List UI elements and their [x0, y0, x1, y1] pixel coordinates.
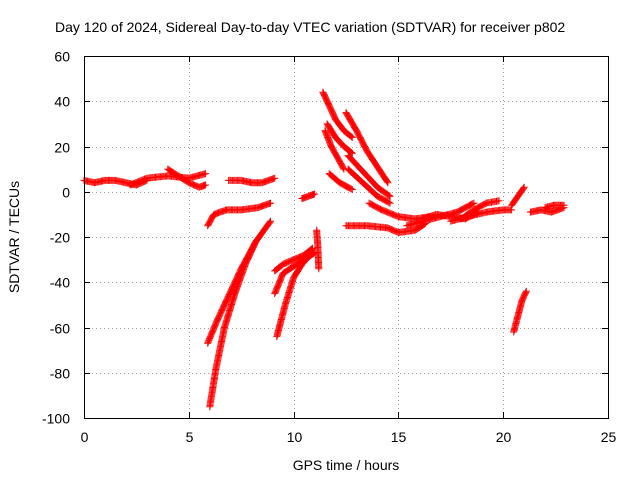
data-point	[384, 179, 392, 187]
series-arc-25	[457, 197, 503, 223]
data-point	[251, 239, 259, 247]
series-arc-3	[164, 165, 210, 191]
series-arc-5	[204, 199, 274, 230]
y-tick-label: -20	[50, 230, 70, 246]
y-tick-label: 60	[54, 49, 70, 65]
data-point	[385, 198, 393, 206]
data-point	[252, 238, 260, 245]
x-tick-label: 0	[81, 429, 89, 445]
data-point	[348, 149, 356, 157]
series-arc-18	[344, 152, 394, 200]
data-point	[347, 185, 355, 193]
chart-title: Day 120 of 2024, Sidereal Day-to-day VTE…	[55, 19, 565, 35]
data-point	[495, 197, 503, 205]
x-tick-label: 5	[186, 429, 194, 445]
series-arc-13	[319, 88, 356, 141]
data-point	[202, 181, 210, 189]
data-point	[522, 288, 530, 296]
data-point	[202, 170, 210, 178]
data-point	[520, 184, 527, 192]
y-tick-label: 0	[62, 185, 70, 201]
y-tick-label: -40	[50, 275, 70, 291]
series-arc-12	[313, 226, 323, 273]
series-arc-4	[225, 174, 279, 187]
series-arc-7	[206, 238, 260, 411]
data-point	[386, 199, 394, 207]
series-arc-27	[510, 287, 530, 336]
x-tick-label: 15	[391, 429, 407, 445]
x-tick-label: 25	[601, 429, 617, 445]
series-arc-17	[342, 109, 392, 187]
data-point	[311, 190, 319, 198]
series-arc-14	[323, 120, 356, 157]
x-tick-label: 10	[287, 429, 303, 445]
series-arc-11	[298, 190, 319, 202]
y-tick-label: 20	[54, 140, 70, 156]
data-point	[315, 265, 323, 273]
data-point	[339, 164, 347, 172]
data-point	[560, 201, 568, 209]
y-tick-label: 40	[54, 94, 70, 110]
data-point	[348, 186, 356, 193]
data-point	[266, 218, 274, 226]
series-arc-20	[342, 219, 430, 236]
y-tick-label: -60	[50, 321, 70, 337]
y-tick-label: -100	[42, 411, 70, 427]
y-tick-label: -80	[50, 366, 70, 382]
series-arc-19	[344, 165, 394, 207]
data-point	[520, 183, 528, 191]
data-point	[383, 178, 391, 186]
data-points	[80, 88, 568, 411]
data-point	[267, 199, 274, 207]
series-arc-29	[541, 201, 568, 212]
plot-frame	[84, 56, 609, 419]
series-arc-26	[508, 183, 528, 209]
data-point	[271, 174, 279, 182]
data-point	[347, 133, 355, 141]
data-point	[469, 200, 477, 208]
y-axis-label: SDTVAR / TECUs	[6, 181, 22, 293]
data-point	[385, 192, 393, 199]
data-point	[308, 245, 315, 253]
data-point	[470, 199, 478, 207]
x-tick-label: 20	[496, 429, 512, 445]
data-point	[348, 133, 356, 141]
data-point	[347, 149, 355, 156]
series-arc-16	[325, 170, 356, 193]
series-arc-23	[403, 199, 478, 230]
series-arc-10	[271, 244, 316, 275]
series-arc-15	[321, 127, 348, 173]
data-point	[386, 192, 394, 200]
data-point	[267, 217, 274, 225]
axis-tick-labels: 0 5 10 15 20 25 -100 -80 -60 -40 -20 0 20 40 60	[42, 49, 617, 446]
x-axis-label: GPS time / hours	[293, 457, 400, 473]
data-point	[522, 287, 530, 295]
